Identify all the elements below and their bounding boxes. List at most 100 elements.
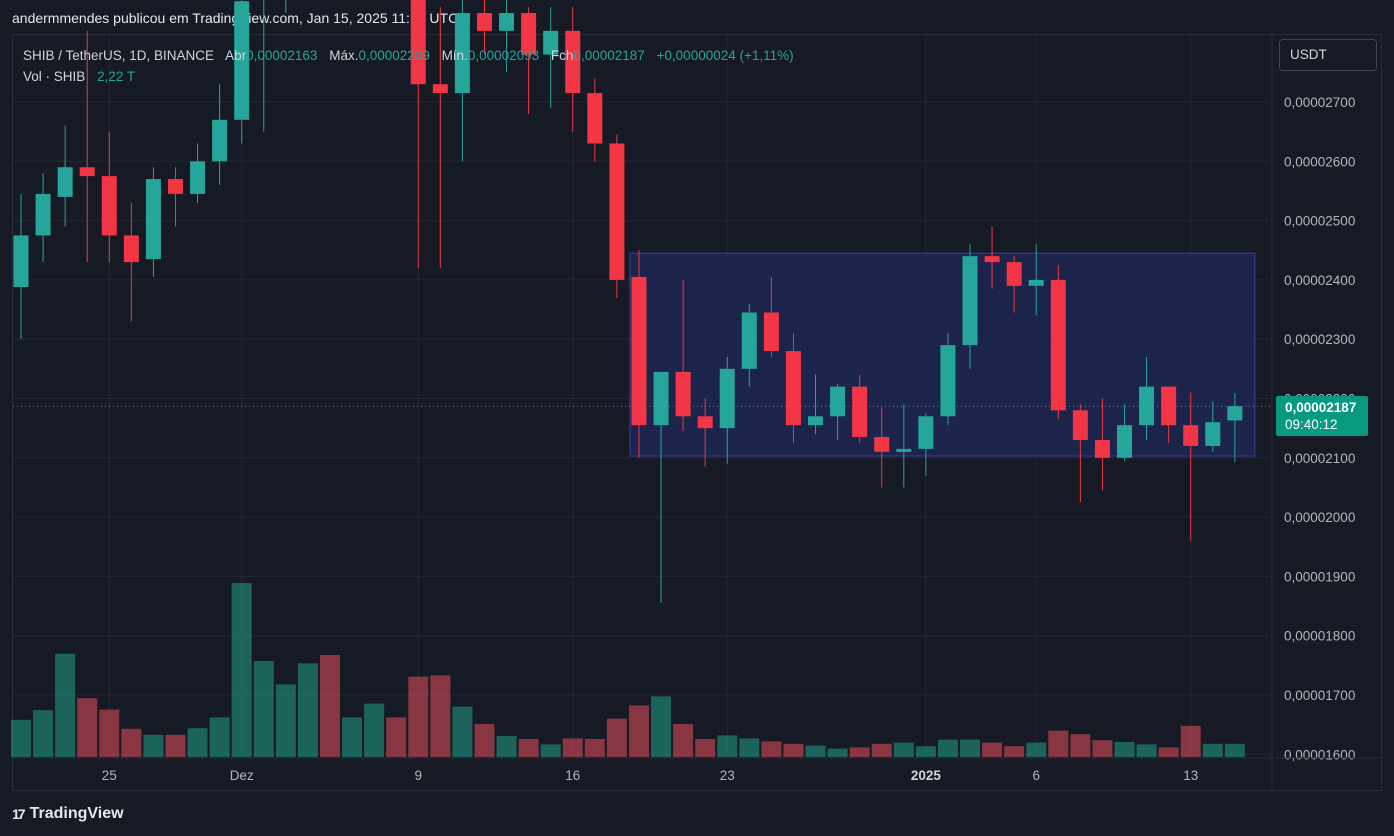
candle-body: [1028, 279, 1044, 286]
candle-body: [697, 416, 713, 429]
chart-pane[interactable]: [12, 34, 1382, 791]
volume-bar: [1224, 743, 1245, 757]
volume-bar: [364, 703, 385, 757]
candle-body: [1161, 386, 1177, 426]
volume-bar: [1070, 734, 1091, 757]
tradingview-logo-icon: 17: [12, 806, 26, 822]
candle-body: [410, 0, 426, 85]
volume-bar: [871, 743, 892, 757]
volume-bar: [893, 742, 914, 757]
volume-bar: [584, 739, 605, 757]
candle-body: [874, 437, 890, 452]
legend-high-label: Máx.: [329, 48, 359, 63]
candle-body: [609, 143, 625, 280]
volume-bar: [606, 718, 627, 757]
candle-body: [587, 93, 603, 144]
candle-body: [763, 312, 779, 352]
candle-body: [741, 312, 757, 369]
price-tick-label: 0,00002100: [1284, 451, 1355, 466]
candle-body: [1139, 386, 1155, 426]
volume-bar: [1180, 725, 1201, 757]
volume-bar: [77, 698, 98, 757]
candle-body: [79, 167, 95, 177]
volume-bar: [1048, 730, 1069, 757]
candle-body: [234, 1, 250, 120]
volume-bar: [673, 724, 694, 757]
candle-body: [896, 448, 912, 452]
currency-unit-button[interactable]: USDT: [1279, 39, 1377, 71]
volume-bar: [783, 743, 804, 757]
legend-volume-row: Vol · SHIB 2,22 T: [23, 66, 794, 87]
time-tick-label: 13: [1183, 768, 1198, 783]
price-tick-label: 0,00002700: [1284, 95, 1355, 110]
legend-close-label: Fch: [550, 48, 574, 63]
price-tick-label: 0,00002500: [1284, 214, 1355, 229]
candle-body: [212, 119, 228, 162]
price-tick-label: 0,00002000: [1284, 510, 1355, 525]
volume-bar: [430, 675, 451, 757]
legend-volume-value: 2,22 T: [97, 69, 136, 84]
candle-body: [1006, 262, 1022, 286]
volume-bar: [695, 739, 716, 757]
price-tick-label: 0,00001900: [1284, 569, 1355, 584]
candle-body: [675, 371, 691, 417]
legend-close-value: 0,00002187: [573, 48, 645, 63]
volume-bar: [849, 747, 870, 757]
volume-bar: [319, 655, 340, 757]
candle-body: [13, 235, 29, 288]
candle-body: [830, 386, 846, 417]
volume-bar: [540, 744, 561, 757]
volume-bar: [231, 583, 252, 757]
candle-body: [1227, 406, 1243, 421]
volume-bar: [474, 724, 495, 757]
candles: [13, 0, 1243, 604]
price-tick-label: 0,00001600: [1284, 747, 1355, 762]
volume-bar: [1158, 747, 1179, 757]
bar-countdown-label: 09:40:12: [1285, 417, 1338, 432]
volume-bar: [1114, 742, 1135, 757]
legend-high-value: 0,00002209: [358, 48, 430, 63]
volume-bar: [121, 728, 142, 757]
time-tick-label: 6: [1032, 768, 1040, 783]
volume-bar: [1202, 743, 1223, 757]
current-price-label: 0,00002187: [1285, 400, 1357, 415]
candle-body: [35, 193, 51, 236]
volume-bar: [11, 719, 31, 757]
time-tick-label: Dez: [230, 768, 254, 783]
candle-body: [719, 368, 735, 429]
legend-open-label: Abr: [225, 48, 247, 63]
candle-body: [808, 416, 824, 426]
volume-bar: [761, 741, 782, 757]
volume-bar: [562, 738, 583, 757]
volume-bar: [518, 739, 539, 757]
candle-body: [432, 84, 448, 94]
candle-body: [653, 371, 669, 426]
candle-body: [565, 30, 581, 94]
candle-body: [984, 256, 1000, 263]
volume-bar: [209, 717, 230, 757]
candle-body: [454, 13, 470, 94]
volume-bar: [805, 745, 826, 757]
chart-legend: SHIB / TetherUS, 1D, BINANCE Abr0,000021…: [23, 45, 794, 87]
tradingview-footer[interactable]: 17 TradingView: [12, 805, 124, 823]
volume-bar: [165, 734, 186, 757]
time-tick-label: 9: [415, 768, 423, 783]
candle-body: [1050, 279, 1066, 411]
candle-body: [962, 256, 978, 346]
volume-bar: [33, 710, 54, 757]
legend-ohlc-row: SHIB / TetherUS, 1D, BINANCE Abr0,000021…: [23, 45, 794, 66]
volume-bar: [496, 736, 517, 757]
candle-body: [499, 13, 515, 31]
volume-bar: [253, 661, 274, 757]
candle-body: [521, 13, 537, 55]
legend-open-value: 0,00002163: [246, 48, 318, 63]
current-price-badge: 0,00002187 09:40:12: [1276, 396, 1368, 436]
volume-bar: [297, 663, 318, 757]
candle-body: [918, 416, 934, 449]
volume-bar: [408, 676, 429, 757]
time-tick-label: 16: [565, 768, 580, 783]
candle-body: [476, 13, 492, 31]
candle-body: [852, 386, 868, 438]
volume-bar: [1092, 740, 1113, 757]
